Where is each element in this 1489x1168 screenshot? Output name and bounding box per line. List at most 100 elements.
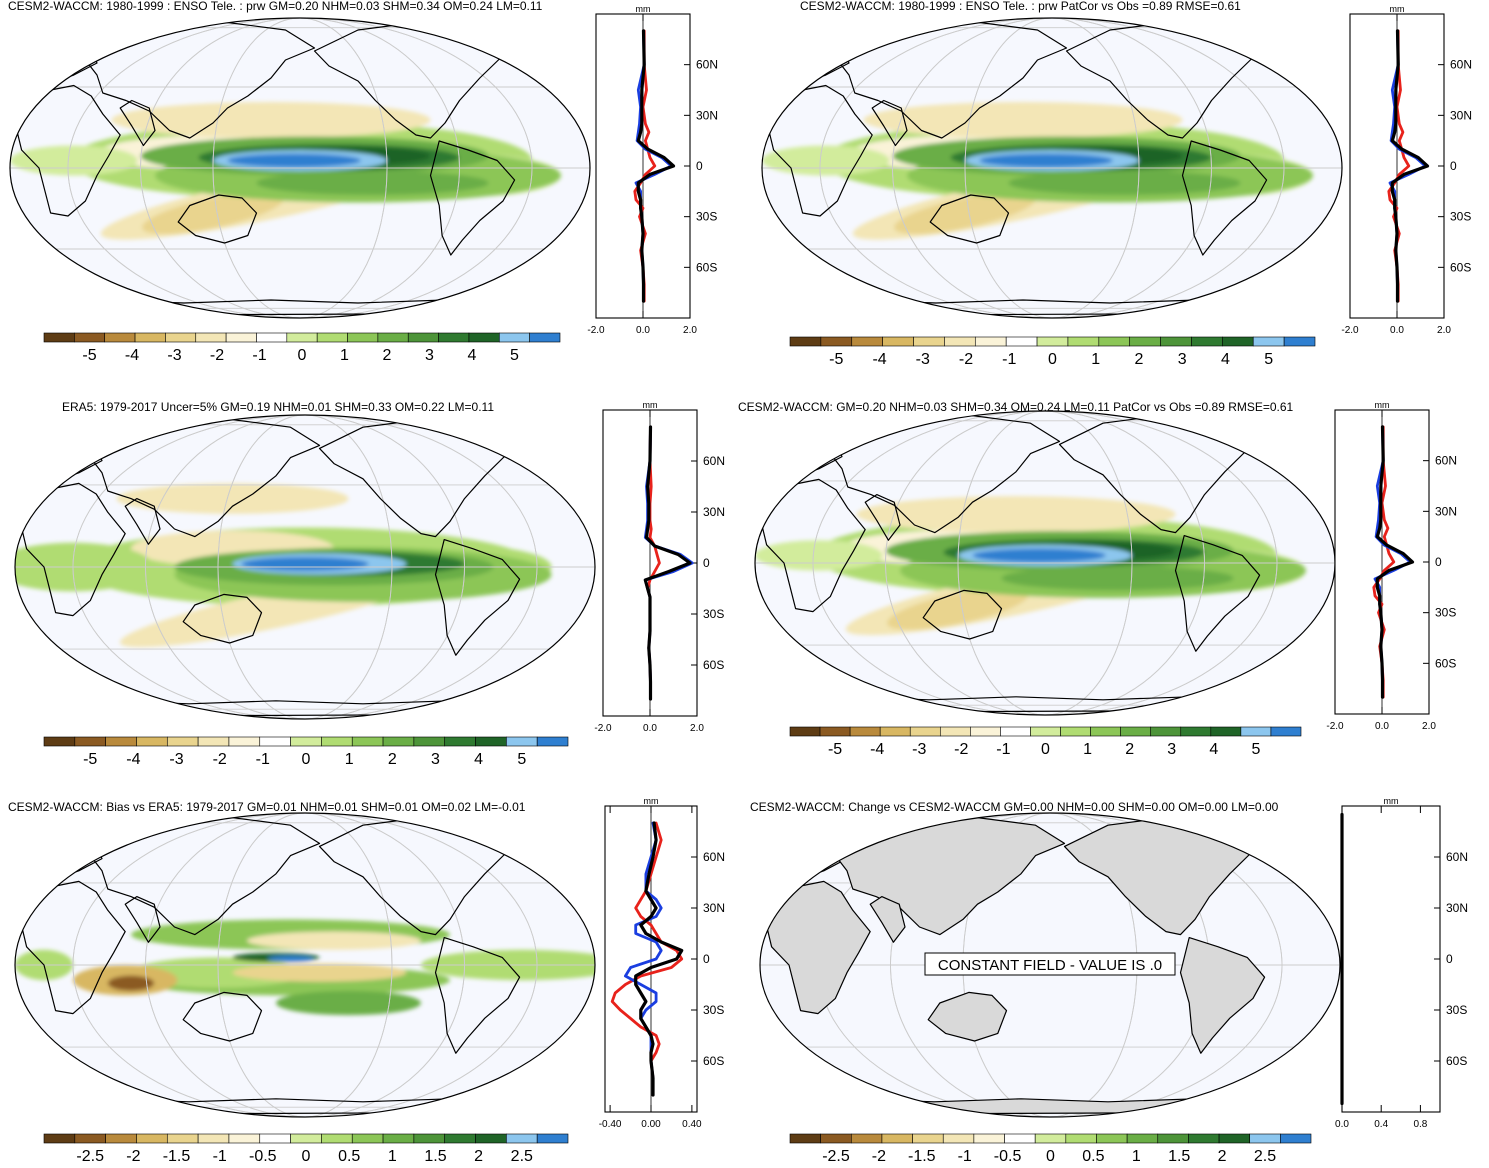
anomaly-blob xyxy=(887,587,1029,630)
anomaly-blob xyxy=(247,931,421,950)
anomaly-blob xyxy=(232,963,407,982)
coastline-australia xyxy=(177,194,258,244)
colorbar-swatch xyxy=(789,336,822,347)
colorbar-swatch xyxy=(321,1133,353,1144)
map-field xyxy=(760,813,1340,1117)
panel-4: CESM2-WACCM: GM=0.20 NHM=0.03 SHM=0.34 O… xyxy=(738,400,1457,758)
colorbar-swatch xyxy=(166,1133,199,1144)
zonal-profile: mm 60N 30N 0 30S 60S -0.40 0.00 0.40 xyxy=(599,796,725,1130)
colorbar-swatch xyxy=(316,332,348,343)
colorbar-label: 0.5 xyxy=(338,1148,360,1165)
colorbar-swatch xyxy=(347,332,379,343)
profile-x-label: 2.0 xyxy=(683,325,697,336)
colorbar-label: 5 xyxy=(1264,351,1273,368)
colorbar-swatch xyxy=(1280,1133,1312,1144)
colorbar-swatch xyxy=(105,736,137,747)
zonal-profile: mm 60N 30N 0 30S 60S -2.0 0.0 2.0 xyxy=(587,4,718,336)
constant-field-text: CONSTANT FIELD - VALUE IS .0 xyxy=(938,957,1162,974)
colorbar-label: -1 xyxy=(996,741,1010,758)
colorbar-swatch xyxy=(789,726,821,737)
profile-x-label: 0.0 xyxy=(643,723,657,734)
colorbar-swatch xyxy=(290,736,322,747)
coastline-india xyxy=(869,895,906,943)
colorbar: -2.5 -2 -1.5 -1 -0.5 0 0.5 1 1.5 2 2.5 xyxy=(43,1133,569,1165)
colorbar-swatch xyxy=(74,1133,106,1144)
colorbar-swatch xyxy=(136,1133,168,1144)
coastline-samerica xyxy=(1179,937,1266,1054)
colorbar-swatch xyxy=(165,332,197,343)
profile-lat-label: 30S xyxy=(1450,210,1471,224)
anomaly-blob xyxy=(856,496,1176,533)
colorbar-swatch xyxy=(413,1133,446,1144)
colorbar-swatch xyxy=(1129,336,1161,347)
colorbar-swatch xyxy=(136,736,168,747)
colorbar-swatch xyxy=(43,332,75,343)
grid-meridian xyxy=(217,813,393,1117)
anomaly-blob xyxy=(267,955,314,962)
coastline-australia xyxy=(927,991,1008,1042)
panel-title: CESM2-WACCM: Bias vs ERA5: 1979-2017 GM=… xyxy=(8,800,526,814)
colorbar-label: -3 xyxy=(169,751,183,768)
colorbar-swatch xyxy=(382,1133,415,1144)
profile-x-label: 2.0 xyxy=(1422,721,1436,732)
map-border xyxy=(14,414,596,720)
profile-frame xyxy=(1341,805,1441,1113)
colorbar-swatch xyxy=(1067,336,1100,347)
coastline-australia xyxy=(182,593,263,644)
profile-lat-label: 30S xyxy=(1446,1003,1467,1017)
grid-meridian xyxy=(812,411,1278,715)
colorbar-swatch xyxy=(1283,336,1316,347)
coastline-india xyxy=(124,497,161,545)
coastline-samerica xyxy=(1174,535,1261,652)
colorbar-label: 3 xyxy=(425,347,434,364)
map xyxy=(14,414,596,720)
colorbar-swatch xyxy=(498,332,530,343)
zonal-profile: mm 60N 30N 0 30S 60S 0.0 0.4 0.8 xyxy=(1335,796,1468,1130)
profile-lat-label: 0 xyxy=(1446,952,1453,966)
colorbar-label: 2 xyxy=(383,347,392,364)
profile-lat-label: 60S xyxy=(1435,656,1456,670)
colorbar-swatch xyxy=(1222,336,1254,347)
profile-x-label: -2.0 xyxy=(594,723,612,734)
colorbar-swatch xyxy=(104,332,136,343)
profile-x-label: -2.0 xyxy=(587,325,605,336)
profile-x-label: 0.0 xyxy=(636,325,650,336)
colorbar-label: 1 xyxy=(1091,351,1100,368)
colorbar-swatch xyxy=(881,1133,913,1144)
colorbar-swatch xyxy=(286,332,318,343)
colorbar-label: 1 xyxy=(340,347,349,364)
colorbar-swatch xyxy=(1004,1133,1036,1144)
coastline-samerica xyxy=(1181,140,1268,256)
colorbar-label: -1 xyxy=(1002,351,1016,368)
profile-x-label: -0.40 xyxy=(599,1119,622,1130)
map-border xyxy=(14,812,596,1118)
profile-series-3 xyxy=(1375,425,1415,699)
colorbar-label: -1 xyxy=(256,751,270,768)
map-field xyxy=(762,18,1342,318)
colorbar-label: 0 xyxy=(302,751,311,768)
colorbar-swatch xyxy=(1160,336,1192,347)
coastline-samerica xyxy=(434,539,521,656)
anomaly-blob xyxy=(863,102,1183,138)
colorbar-label: -3 xyxy=(916,351,930,368)
colorbar-swatch xyxy=(475,1133,507,1144)
colorbar-label: 0 xyxy=(1046,1148,1055,1165)
colorbar-swatch xyxy=(1098,336,1130,347)
colorbar-swatch xyxy=(1150,726,1182,737)
colorbar-swatch xyxy=(197,736,230,747)
profile-lat-label: 30N xyxy=(1450,108,1472,122)
anomaly-blob xyxy=(755,540,883,571)
panel-1: CESM2-WACCM: 1980-1999 : ENSO Tele. : pr… xyxy=(8,0,718,364)
anomaly-blob xyxy=(107,975,155,991)
grid-meridian xyxy=(72,415,538,719)
colorbar: -5 -4 -3 -2 -1 0 1 2 3 4 5 xyxy=(43,736,569,768)
colorbar-swatch xyxy=(1090,726,1121,737)
profile-x-label: 0.00 xyxy=(641,1119,661,1130)
profile-lat-label: 60N xyxy=(696,58,718,72)
colorbar-label: 1 xyxy=(388,1148,397,1165)
panel-5: CESM2-WACCM: Bias vs ERA5: 1979-2017 GM=… xyxy=(8,796,725,1165)
colorbar-label: -2.5 xyxy=(76,1148,104,1165)
colorbar-label: 2 xyxy=(474,1148,483,1165)
coastline-africa xyxy=(20,880,126,1015)
colorbar-swatch xyxy=(1157,1133,1189,1144)
